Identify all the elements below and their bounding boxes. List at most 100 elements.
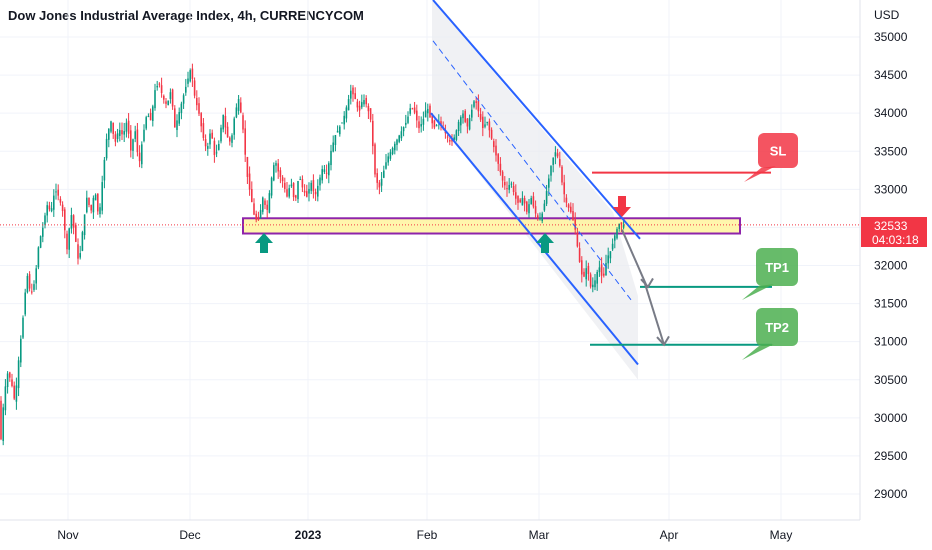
candle-body (614, 235, 616, 241)
candle-body (369, 108, 372, 120)
candle-body (13, 385, 15, 399)
channel-shaded-area (432, 0, 638, 380)
candle-body (398, 135, 400, 142)
candle-body (81, 232, 84, 251)
candle-body (611, 243, 614, 250)
candle-body (389, 152, 392, 159)
candle-body (301, 179, 304, 188)
y-tick-label: 34500 (874, 68, 908, 82)
candle-body (578, 248, 581, 262)
candle-body (411, 108, 414, 110)
candle-body (0, 400, 2, 440)
candle-body (574, 219, 576, 230)
candle-body (277, 163, 279, 172)
candle-body (105, 138, 108, 159)
candle-body (55, 191, 57, 193)
support-up-arrow-icon (536, 233, 554, 253)
candle-body (15, 385, 18, 402)
candle-body (44, 215, 46, 225)
tp2-tag-pointer (742, 344, 774, 360)
candle-body (609, 251, 612, 259)
candle-body (308, 188, 310, 194)
candle-body (114, 134, 117, 142)
candle-body (334, 135, 337, 146)
candle-body (242, 115, 244, 130)
candle-body (468, 118, 471, 130)
annotation-lines (0, 0, 860, 366)
candle-body (356, 101, 359, 108)
candle-body (88, 197, 90, 205)
candle-body (233, 118, 235, 135)
y-tick-label: 35000 (874, 30, 908, 44)
candle-body (24, 292, 26, 315)
candle-body (211, 132, 213, 139)
candle-body (493, 141, 495, 148)
candle-body (226, 126, 229, 138)
candle-body (119, 130, 121, 136)
candle-body (266, 204, 268, 210)
x-tick-label: Apr (660, 528, 679, 542)
candle-body (330, 150, 332, 166)
candle-body (433, 120, 436, 128)
y-tick-label: 29000 (874, 487, 908, 501)
candle-body (37, 247, 40, 268)
candle-body (420, 124, 422, 127)
projection-arrowhead-2 (656, 335, 670, 347)
candle-body (484, 124, 486, 127)
candle-body (444, 131, 447, 134)
candle-body (572, 211, 574, 221)
candle-body (9, 372, 11, 378)
candle-body (372, 120, 374, 147)
candle-body (391, 148, 394, 154)
chart-title: Dow Jones Industrial Average Index, 4h, … (8, 8, 364, 23)
bar-countdown: 04:03:18 (872, 233, 919, 247)
candle-body (35, 268, 37, 284)
candle-body (28, 274, 31, 289)
candle-body (246, 156, 249, 177)
time-axis: Nov Dec 2023 Feb Mar Apr May (0, 519, 860, 542)
candle-body (598, 267, 601, 273)
sl-tag-label: SL (770, 144, 787, 159)
candle-body (167, 100, 169, 105)
candle-body (512, 185, 515, 192)
candle-body (207, 146, 209, 149)
candle-body (312, 180, 315, 192)
candle-body (592, 284, 594, 288)
tp2-tag-label: TP2 (765, 320, 789, 335)
candle-body (57, 189, 59, 196)
candle-body (42, 227, 44, 237)
candle-body (424, 110, 427, 118)
candle-body (154, 90, 156, 109)
candle-body (185, 86, 187, 93)
candle-body (165, 101, 167, 104)
candle-body (68, 228, 70, 250)
candle-body (466, 118, 469, 127)
candle-body (147, 116, 150, 118)
candle-body (336, 130, 339, 133)
candle-body (380, 179, 383, 186)
projection-arrowhead-1 (640, 277, 654, 289)
candle-body (4, 386, 7, 411)
candle-body (257, 216, 260, 220)
candle-body (215, 152, 218, 154)
candle-body (77, 244, 79, 259)
candle-body (396, 139, 398, 145)
candle-body (112, 122, 114, 134)
candle-body (600, 264, 603, 276)
support-resistance-zone (242, 217, 741, 235)
candle-body (354, 93, 356, 100)
candle-body (596, 271, 598, 284)
candle-body (620, 222, 623, 225)
candle-body (603, 273, 605, 276)
candle-body (490, 129, 493, 139)
candle-body (158, 83, 161, 85)
candle-body (189, 70, 191, 82)
channel-mid-line (432, 40, 632, 301)
candle-body (187, 78, 189, 84)
x-tick-label: Mar (529, 528, 550, 542)
candle-body (319, 177, 321, 186)
candle-body (39, 236, 42, 248)
candle-body (6, 373, 9, 388)
candle-body (2, 407, 4, 441)
